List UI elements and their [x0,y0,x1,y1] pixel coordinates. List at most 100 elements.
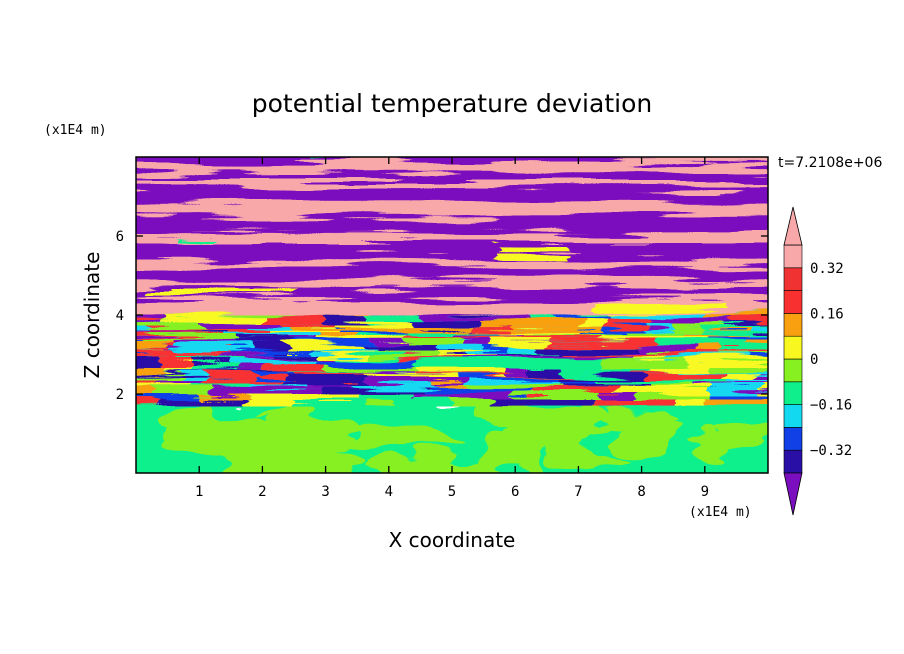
middle-cell [466,384,561,388]
middle-cell [285,372,338,375]
middle-cell [236,366,260,373]
x-tick-label: 5 [448,484,456,500]
middle-cell [543,372,571,375]
middle-cell [709,366,768,373]
middle-cell [657,339,748,346]
middle-cell [408,336,516,340]
middle-cell [458,356,529,361]
middle-cell [140,336,238,340]
middle-cell [645,384,693,388]
middle-cell [591,379,630,385]
upper-layer [136,157,768,316]
x-tick-label: 1 [195,484,203,500]
middle-cell [506,366,530,373]
middle-cell [709,336,768,340]
middle-cell [683,333,749,336]
middle-cell [619,351,644,354]
middle-cell [225,333,318,336]
upper-streak [149,291,296,298]
x-tick-label: 9 [701,484,709,500]
middle-cell [229,330,272,334]
middle-cell [309,351,374,354]
middle-cell [201,394,253,400]
middle-cell [213,387,323,394]
middle-cell [178,356,242,361]
middle-cell [136,394,202,400]
colorbar-label: −0.16 [810,398,852,414]
middle-cell [757,374,768,380]
lower-layer [136,397,768,473]
upper-streak [178,236,218,242]
middle-cell [564,353,636,357]
lower-patch [380,431,459,451]
middle-cell [136,374,181,380]
colorbar-under-arrow [783,472,803,516]
middle-cell [706,315,768,321]
upper-streak [592,303,724,312]
lower-patch [501,417,591,450]
middle-cell [648,320,735,328]
colorbar-over-arrow [783,206,803,246]
colorbar-segment [783,290,803,314]
middle-cell [413,372,487,375]
middle-cell [408,320,479,328]
middle-cell [563,366,618,373]
middle-cell [462,351,508,354]
middle-cell [561,351,620,354]
upper-band [136,243,768,260]
middle-cell [252,394,359,400]
middle-cell [136,345,174,352]
middle-cell [486,372,544,375]
middle-cell [136,330,193,334]
middle-cell [285,345,359,352]
middle-cell [507,351,562,354]
middle-cell [627,330,700,334]
middle-cell [160,360,194,367]
colorbar-segment [783,244,803,269]
middle-cell [434,353,497,357]
colorbar-segment [783,427,803,451]
middle-cell [136,315,165,321]
middle-cell [136,336,141,340]
middle-cell [250,384,308,388]
middle-cell [677,399,707,407]
upper-band [136,172,768,181]
middle-cell [629,379,731,385]
middle-cell [251,345,286,352]
colorbar: 0.32 0.16 0 −0.16 −0.32 [783,206,852,516]
middle-cell [647,366,710,373]
middle-cell [286,320,335,328]
middle-cell [483,345,512,352]
middle-cell [600,336,710,340]
lower-patch [694,432,724,463]
middle-cell [725,374,758,380]
middle-cell [324,315,369,321]
middle-cell [511,327,606,331]
upper-band [136,202,768,218]
middle-cell [700,345,726,352]
upper-band [136,179,768,190]
y-tick-label: 6 [116,229,124,245]
middle-cell [317,333,355,336]
upper-band [136,161,768,174]
middle-cell [193,360,229,367]
middle-cell [290,399,366,407]
upper-streak [496,247,571,256]
middle-cell [136,353,219,357]
middle-cell [452,399,492,407]
middle-cell [630,372,679,375]
middle-cell [556,379,592,385]
middle-cell [465,339,490,346]
middle-cell [268,315,325,321]
y-tick-label: 4 [116,308,124,324]
middle-cell [201,379,282,385]
middle-cell [617,366,648,373]
middle-cell [237,336,287,340]
middle-cell [699,330,768,334]
middle-cell [500,330,579,334]
middle-cell [136,379,156,385]
middle-cell [337,372,365,375]
middle-cell [496,353,565,357]
middle-cell [368,315,425,321]
